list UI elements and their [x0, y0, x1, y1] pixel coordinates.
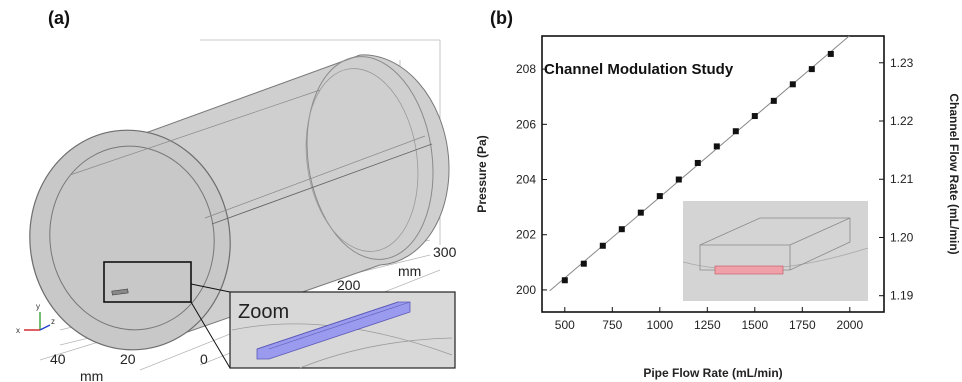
y2-tick-label: 1.21: [890, 172, 914, 186]
data-points: [561, 50, 834, 284]
zoom-connector-bottom: [190, 301, 231, 369]
x-tick-label: 1750: [789, 318, 816, 332]
pipe-3d: [29, 54, 450, 351]
chart-inset: [682, 201, 869, 301]
y2-axis-label: Channel Flow Rate (mL/min): [947, 93, 961, 254]
data-point: [808, 66, 815, 73]
x-tick-label: 1500: [741, 318, 768, 332]
width-tick-0: 0: [200, 351, 208, 367]
y-axis-label: Pressure (Pa): [475, 135, 489, 212]
y-tick-label: 202: [516, 228, 536, 242]
y2-tick-label: 1.23: [890, 56, 914, 70]
data-point: [561, 277, 568, 284]
y-tick-label: 204: [516, 173, 536, 187]
y-tick-label: 200: [516, 283, 536, 297]
data-point: [789, 81, 796, 88]
x-tick-label: 500: [555, 318, 575, 332]
zoom-region-box: [103, 261, 192, 303]
data-point: [713, 143, 720, 150]
width-tick-40: 40: [50, 351, 66, 367]
data-point: [770, 97, 777, 104]
panel-b-chart: (b) Channel Modulation Study Pipe Flow R…: [475, 8, 961, 380]
chart-title: Channel Modulation Study: [544, 61, 734, 78]
plot-area: [541, 35, 885, 313]
panel-a-label: (a): [48, 8, 70, 28]
data-point: [751, 113, 758, 120]
data-point: [732, 128, 739, 135]
data-point: [694, 159, 701, 166]
highlighted-channel: [714, 265, 784, 275]
x-axis-label: Pipe Flow Rate (mL/min): [643, 366, 782, 380]
data-point: [827, 50, 834, 57]
x-tick-label: 750: [602, 318, 622, 332]
y-tick-label: 208: [516, 62, 536, 76]
data-point: [599, 242, 606, 249]
y2-tick-label: 1.20: [890, 230, 914, 244]
axis-ticks: 500 750 1000 1250 1500 1750 2000 200 202 204 206 20…: [516, 56, 914, 332]
width-axis-unit: mm: [80, 368, 103, 382]
depth-tick-300: 300: [433, 244, 457, 260]
depth-tick-200: 200: [337, 277, 361, 293]
zoom-label: Zoom: [238, 301, 289, 323]
zoom-inset: Zoom: [229, 291, 456, 369]
x-tick-label: 1000: [646, 318, 673, 332]
width-tick-20: 20: [120, 351, 136, 367]
panel-a: (a): [16, 8, 457, 382]
axis-triad-icon: y x z: [16, 302, 55, 335]
y2-tick-label: 1.22: [890, 114, 914, 128]
panel-b-label: (b): [490, 8, 513, 28]
triad-x-label: x: [16, 326, 20, 335]
triad-z-label: z: [51, 317, 55, 326]
data-point: [580, 260, 587, 267]
y-tick-label: 206: [516, 117, 536, 131]
data-point: [637, 209, 644, 216]
y2-tick-label: 1.19: [890, 289, 914, 303]
triad-y-label: y: [36, 302, 40, 311]
x-tick-label: 1250: [694, 318, 721, 332]
data-point: [675, 176, 682, 183]
zoom-connector-top: [190, 283, 231, 293]
x-tick-label: 2000: [836, 318, 863, 332]
depth-axis-unit: mm: [398, 263, 421, 279]
data-point: [656, 193, 663, 200]
data-point: [618, 226, 625, 233]
